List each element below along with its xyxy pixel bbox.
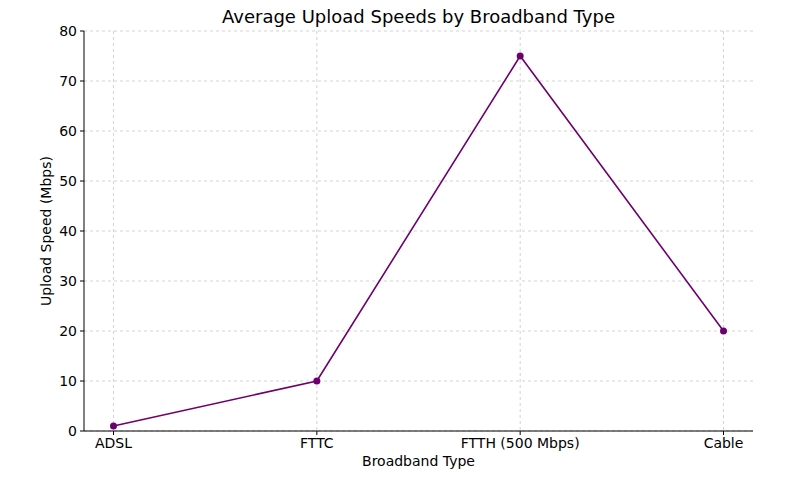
y-tick xyxy=(80,281,84,282)
data-point xyxy=(517,53,524,60)
chart-title: Average Upload Speeds by Broadband Type xyxy=(222,6,615,27)
grid-line-x xyxy=(723,31,724,431)
grid-line-x xyxy=(316,31,317,431)
y-tick xyxy=(80,131,84,132)
y-tick xyxy=(80,31,84,32)
y-axis-label: Upload Speed (Mbps) xyxy=(38,156,54,306)
grid-line-x xyxy=(520,31,521,431)
y-tick xyxy=(80,181,84,182)
y-tick-label: 30 xyxy=(59,273,77,289)
grid-line-y xyxy=(84,331,753,332)
plot-group xyxy=(110,53,727,430)
y-tick xyxy=(80,331,84,332)
x-tick-label: FTTC xyxy=(300,435,334,451)
grid-line-x xyxy=(113,31,114,431)
grid-line-y xyxy=(84,31,753,32)
y-tick xyxy=(80,431,84,432)
y-tick-label: 60 xyxy=(59,123,77,139)
grid-line-y xyxy=(84,281,753,282)
grid-line-y xyxy=(84,181,753,182)
y-tick xyxy=(80,81,84,82)
grid-line-y xyxy=(84,231,753,232)
grid-line-y xyxy=(84,131,753,132)
y-tick-label: 70 xyxy=(59,73,77,89)
data-point xyxy=(720,328,727,335)
x-tick-label: Cable xyxy=(704,435,744,451)
y-tick-label: 0 xyxy=(68,423,77,439)
chart-svg: 0 10 20 30 40 50 60 70 80 ADSL FTTC FTTH (500 Mbps)… xyxy=(0,0,795,477)
x-tick-label: FTTH (500 Mbps) xyxy=(461,435,580,451)
y-tick-label: 50 xyxy=(59,173,77,189)
y-tick-label: 20 xyxy=(59,323,77,339)
x-axis-label: Broadband Type xyxy=(362,453,475,469)
x-axis xyxy=(84,431,753,432)
data-point xyxy=(110,423,117,430)
data-point xyxy=(313,378,320,385)
grid-line-y xyxy=(84,81,753,82)
grid-line-y xyxy=(84,381,753,382)
y-tick-label: 40 xyxy=(59,223,77,239)
chart-container: 0 10 20 30 40 50 60 70 80 ADSL FTTC FTTH (500 Mbps)… xyxy=(0,0,795,477)
data-line xyxy=(113,56,723,426)
y-tick-label: 80 xyxy=(59,23,77,39)
grid-line-y xyxy=(84,431,753,432)
y-tick xyxy=(80,231,84,232)
x-tick-label: ADSL xyxy=(95,435,132,451)
y-tick-label: 10 xyxy=(59,373,77,389)
y-tick xyxy=(80,381,84,382)
